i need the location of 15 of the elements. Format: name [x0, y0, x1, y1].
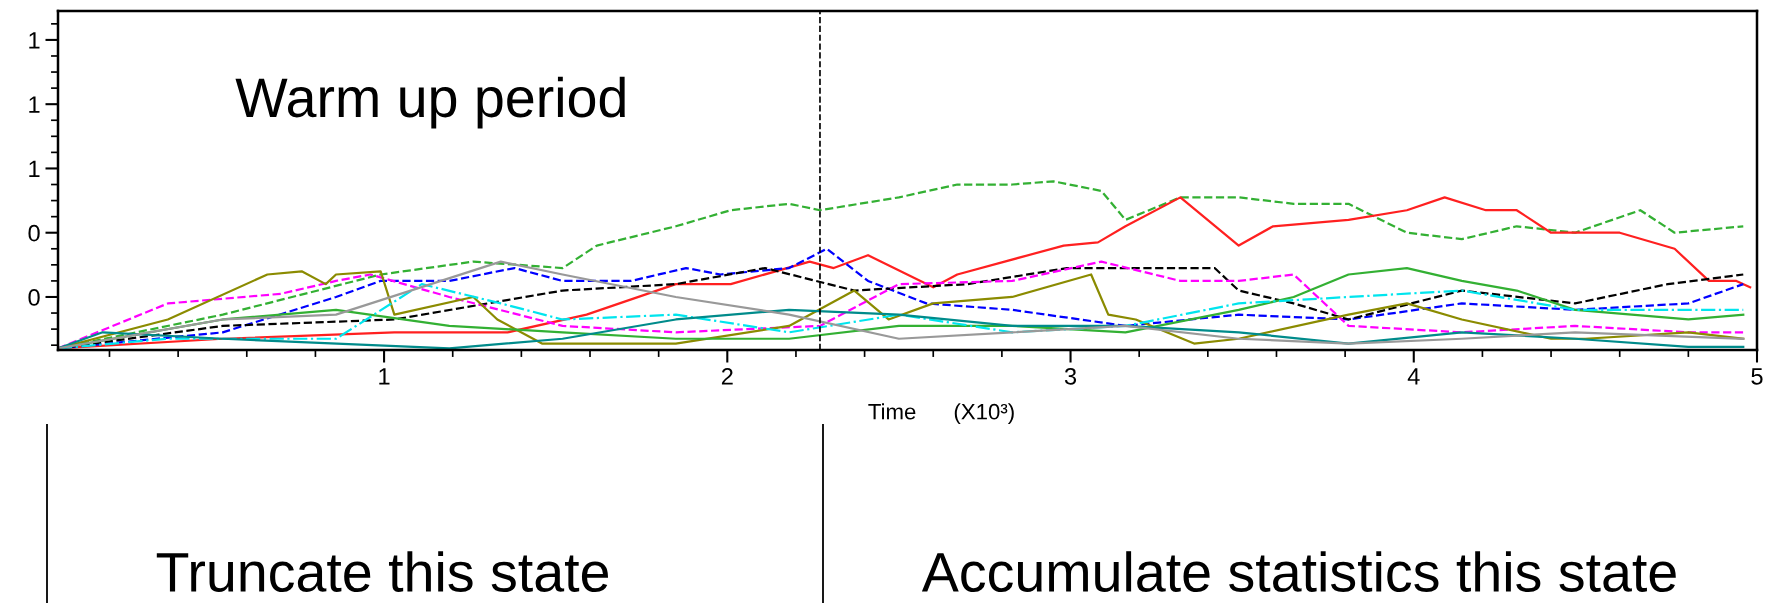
x-axis-title: Time (X10³) — [868, 403, 1014, 424]
y-tick-label: 0 — [28, 289, 40, 306]
x-tick-label: 5 — [1751, 368, 1763, 385]
x-tick-label: 2 — [721, 367, 733, 385]
y-tick-label: 0 — [28, 224, 40, 242]
x-tick-label: 3 — [1064, 367, 1077, 385]
x-tick-label: 4 — [1407, 368, 1420, 385]
y-tick-label: 1 — [29, 160, 40, 178]
y-tick-label: 1 — [29, 32, 40, 49]
line-series — [58, 308, 1745, 350]
text: Truncate this state — [156, 551, 609, 593]
text: Accumulate statistics this state — [921, 551, 1676, 593]
y-tick-label: 1 — [29, 96, 40, 113]
annotation: Warm up period — [235, 76, 625, 129]
x-tick-label: 1 — [379, 368, 390, 385]
